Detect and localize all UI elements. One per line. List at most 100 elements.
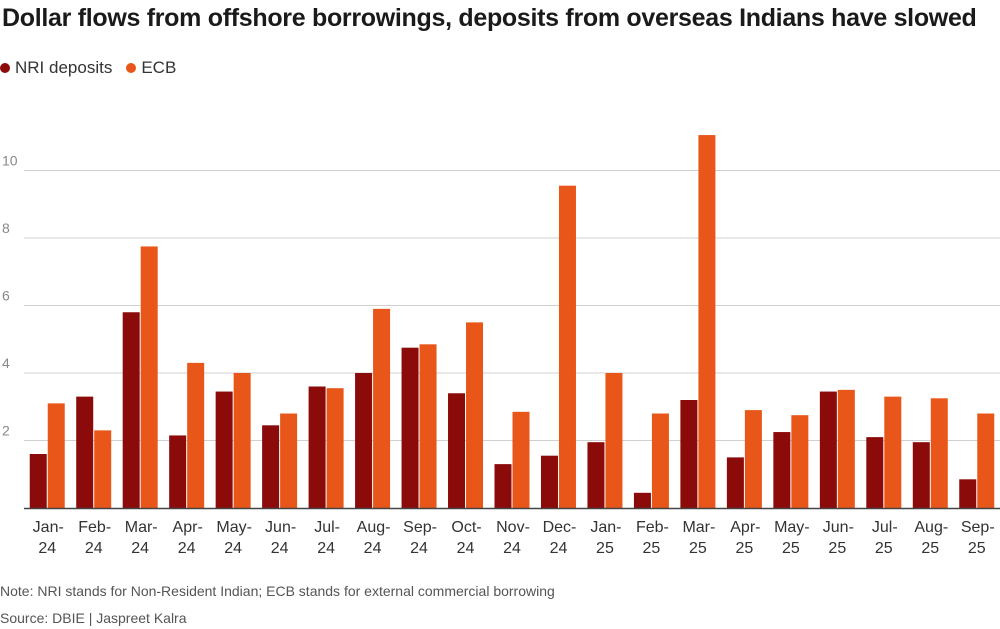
x-tick-label-month: Jun- [265,519,296,536]
nri-bar [494,464,512,508]
x-tick-label-year: 25 [875,540,893,557]
legend-label-ecb: ECB [141,58,177,77]
footnote: Note: NRI stands for Non-Resident Indian… [0,583,555,599]
x-tick-label-month: Apr- [173,519,203,536]
x-tick-label-month: Jul- [872,519,898,536]
x-tick-label-year: 24 [503,540,521,557]
legend-label-nri: NRI deposits [15,58,113,77]
chart-title: Dollar flows from offshore borrowings, d… [2,4,977,32]
nri-bar [680,400,698,508]
x-tick-label-month: May- [774,519,810,536]
x-tick-label-month: Oct- [451,519,481,536]
ecb-bar [326,388,344,508]
ecb-bar [233,373,251,508]
y-tick-label: 10 [2,153,18,169]
ecb-bar [605,373,623,508]
y-tick-label: 8 [2,220,10,236]
source-credit: Source: DBIE | Jaspreet Kalra [0,610,187,626]
ecb-bar [280,413,298,508]
nri-bar [262,425,280,508]
ecb-bar [884,396,902,508]
x-tick-label-year: 24 [38,540,56,557]
ecb-bar [94,430,112,508]
legend: NRI deposits ECB [0,58,190,78]
nri-bar [355,373,373,508]
x-tick-label-month: Mar- [682,519,715,536]
y-tick-label: 6 [2,288,10,304]
x-tick-label-year: 24 [410,540,428,557]
x-tick-label-year: 24 [271,540,289,557]
x-tick-label-year: 24 [550,540,568,557]
x-tick-label-month: Apr- [730,519,760,536]
ecb-bar [698,135,716,508]
ecb-bar [837,389,855,508]
nri-bar [726,457,744,508]
nri-bar [819,391,837,508]
x-tick-label-year: 24 [131,540,149,557]
x-tick-label-month: Feb- [78,519,111,536]
ecb-bar [140,246,158,508]
ecb-bar [791,415,809,508]
ecb-bar [977,413,995,508]
nri-bar [773,432,791,508]
nri-bar [448,393,466,508]
x-tick-label-year: 25 [782,540,800,557]
x-tick-label-month: Aug- [357,519,391,536]
nri-bar [912,442,930,508]
x-tick-label-year: 25 [596,540,614,557]
bar-chart: 246810Jan-24Feb-24Mar-24Apr-24May-24Jun-… [2,135,1000,557]
x-tick-label-year: 24 [457,540,475,557]
ecb-bar [744,410,762,508]
x-tick-label-year: 25 [828,540,846,557]
nri-bar [587,442,605,508]
ecb-bar [512,411,530,508]
ecb-bar [373,308,391,508]
x-tick-label-year: 25 [735,540,753,557]
legend-swatch-nri [0,63,10,73]
ecb-bar [651,413,669,508]
x-tick-label-year: 24 [224,540,242,557]
x-tick-label-month: May- [216,519,252,536]
nri-bar [633,492,651,508]
nri-bar [401,347,419,508]
nri-bar [308,386,326,508]
y-tick-label: 4 [2,355,10,371]
nri-bar [29,454,47,508]
ecb-bar [558,185,576,508]
x-tick-label-month: Jan- [590,519,621,536]
nri-bar [215,391,233,508]
x-tick-label-month: Jul- [314,519,340,536]
legend-item-ecb: ECB [126,58,176,78]
legend-item-nri: NRI deposits [0,58,112,78]
x-tick-label-month: Jan- [33,519,64,536]
ecb-bar [930,398,948,508]
x-tick-label-year: 24 [317,540,335,557]
x-tick-label-month: Feb- [636,519,669,536]
x-tick-label-month: Mar- [125,519,158,536]
x-tick-label-year: 24 [364,540,382,557]
nri-bar [540,455,558,508]
ecb-bar [187,362,205,508]
ecb-bar [419,344,437,508]
ecb-bar [47,403,65,508]
ecb-bar [466,322,484,508]
x-tick-label-month: Aug- [914,519,948,536]
x-tick-label-year: 25 [689,540,707,557]
x-tick-label-year: 25 [921,540,939,557]
x-tick-label-month: Jun- [823,519,854,536]
nri-bar [866,437,884,508]
x-tick-label-year: 24 [178,540,196,557]
x-tick-label-month: Sep- [961,519,995,536]
nri-bar [959,479,977,508]
x-tick-label-month: Sep- [403,519,437,536]
nri-bar [76,396,94,508]
x-tick-label-month: Dec- [543,519,577,536]
legend-swatch-ecb [126,63,137,73]
nri-bar [122,312,140,508]
nri-bar [169,435,187,508]
x-tick-label-month: Nov- [496,519,530,536]
x-tick-label-year: 24 [85,540,103,557]
x-tick-label-year: 25 [968,540,986,557]
y-tick-label: 2 [2,423,10,439]
x-tick-label-year: 25 [643,540,661,557]
